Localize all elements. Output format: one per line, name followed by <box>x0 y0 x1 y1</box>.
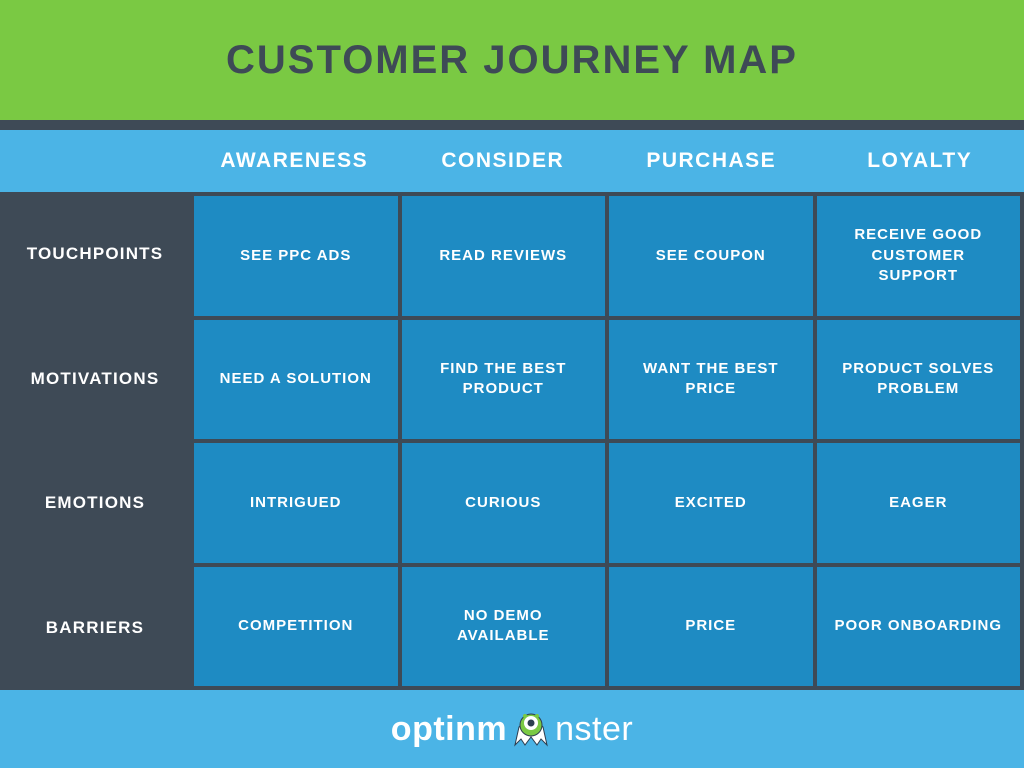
title-header: CUSTOMER JOURNEY MAP <box>0 0 1024 120</box>
col-header-loyalty: LOYALTY <box>816 149 1024 173</box>
cell-barriers-awareness: COMPETITION <box>194 567 398 687</box>
row-label-touchpoints: TOUCHPOINTS <box>0 192 190 317</box>
cell-emotions-purchase: EXCITED <box>609 443 813 563</box>
brand-footer: optinm nster <box>0 690 1024 768</box>
cell-motivations-consider: FIND THE BEST PRODUCT <box>402 320 606 440</box>
cell-motivations-purchase: WANT THE BEST PRICE <box>609 320 813 440</box>
cell-emotions-consider: CURIOUS <box>402 443 606 563</box>
column-headers-row: AWARENESS CONSIDER PURCHASE LOYALTY <box>0 130 1024 192</box>
brand-logo: optinm nster <box>391 709 633 749</box>
cell-barriers-loyalty: POOR ONBOARDING <box>817 567 1021 687</box>
cell-emotions-awareness: INTRIGUED <box>194 443 398 563</box>
row-label-emotions: EMOTIONS <box>0 441 190 566</box>
cell-touchpoints-purchase: SEE COUPON <box>609 196 813 316</box>
cell-motivations-loyalty: PRODUCT SOLVES PROBLEM <box>817 320 1021 440</box>
row-labels: TOUCHPOINTS MOTIVATIONS EMOTIONS BARRIER… <box>0 192 190 690</box>
cell-barriers-consider: NO DEMO AVAILABLE <box>402 567 606 687</box>
cell-barriers-purchase: PRICE <box>609 567 813 687</box>
cell-touchpoints-loyalty: RECEIVE GOOD CUSTOMER SUPPORT <box>817 196 1021 316</box>
journey-grid: TOUCHPOINTS MOTIVATIONS EMOTIONS BARRIER… <box>0 192 1024 690</box>
cell-touchpoints-consider: READ REVIEWS <box>402 196 606 316</box>
cell-touchpoints-awareness: SEE PPC ADS <box>194 196 398 316</box>
cells-container: SEE PPC ADS READ REVIEWS SEE COUPON RECE… <box>190 192 1024 690</box>
page-title: CUSTOMER JOURNEY MAP <box>226 38 798 83</box>
col-header-consider: CONSIDER <box>399 149 608 173</box>
brand-text-suffix: nster <box>555 710 633 749</box>
cell-motivations-awareness: NEED A SOLUTION <box>194 320 398 440</box>
row-label-motivations: MOTIVATIONS <box>0 317 190 442</box>
row-label-barriers: BARRIERS <box>0 566 190 691</box>
header-divider <box>0 120 1024 130</box>
brand-text-prefix: optinm <box>391 710 507 749</box>
monster-icon <box>509 709 553 753</box>
col-header-purchase: PURCHASE <box>607 149 816 173</box>
cell-emotions-loyalty: EAGER <box>817 443 1021 563</box>
col-header-awareness: AWARENESS <box>190 149 399 173</box>
